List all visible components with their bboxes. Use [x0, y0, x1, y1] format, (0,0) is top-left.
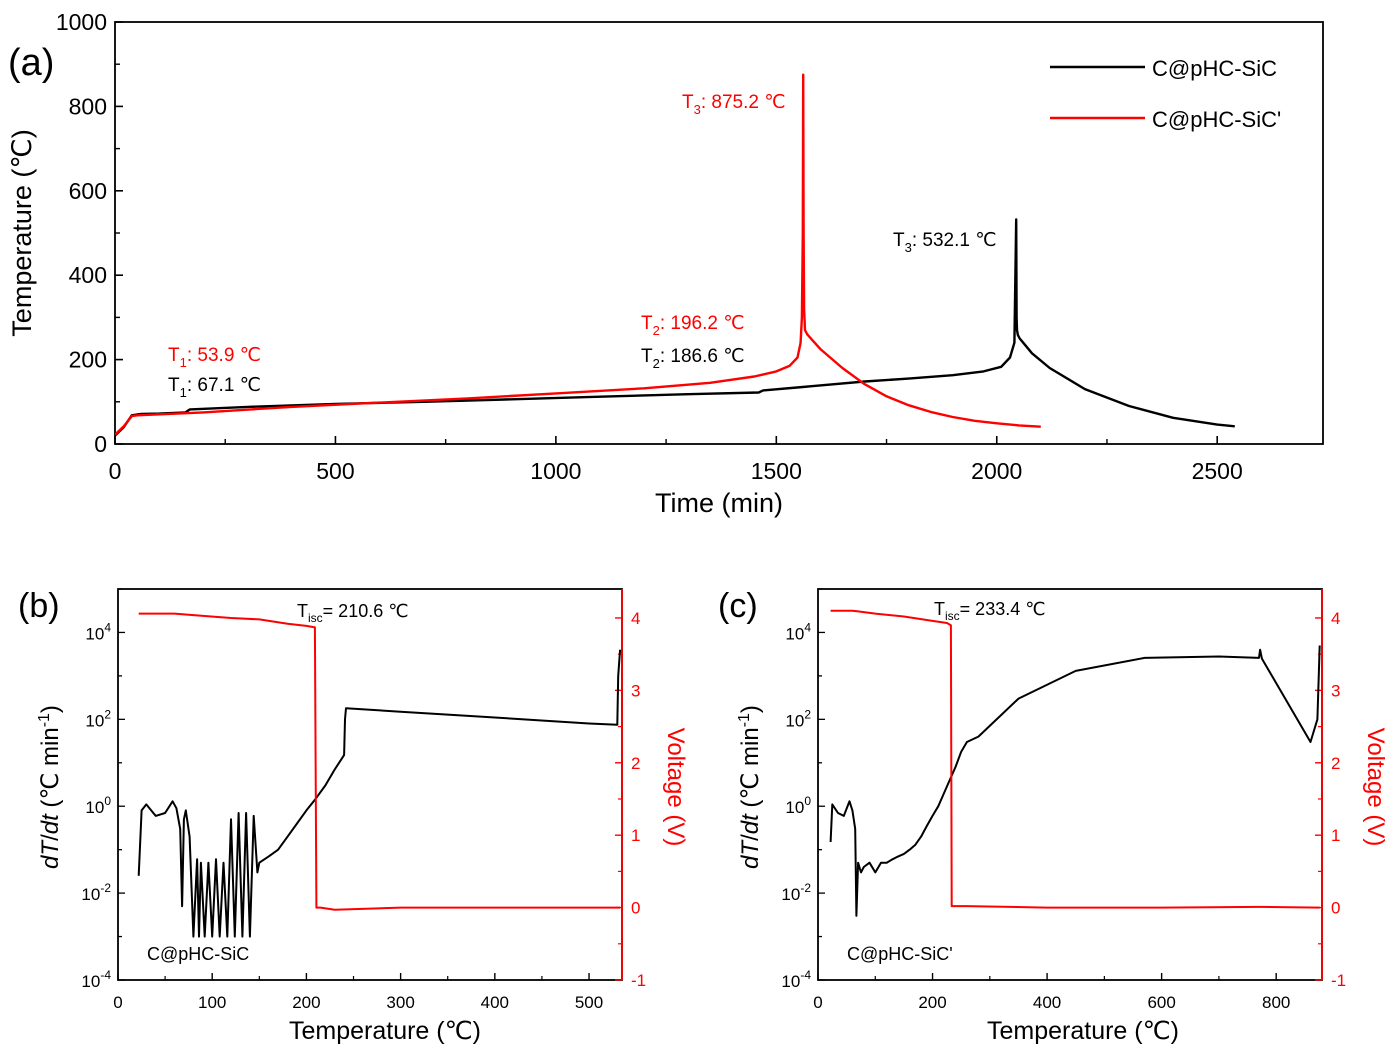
panel-a-y-axis-label: Temperature (℃): [7, 129, 37, 336]
panel-c-x-axis-label: Temperature (℃): [987, 1017, 1179, 1045]
c-x-tick-label: 0: [813, 993, 822, 1012]
b-left-tick-label: 10-2: [81, 881, 111, 904]
b-x-tick-label: 0: [113, 993, 122, 1012]
annotation-t3-red: T3: 875.2 ℃: [682, 92, 786, 117]
panel-b-right-y-ticks: -1 0 1 2 3 4: [615, 609, 646, 990]
legend-label-series-1: C@pHC-SiC: [1152, 56, 1277, 81]
c-x-tick-label: 800: [1262, 993, 1290, 1012]
panel-a-y-ticks: 0 200 400 600 800 1000: [56, 9, 123, 457]
a-y-tick-label: 0: [94, 431, 107, 457]
c-x-tick-label: 200: [918, 993, 946, 1012]
panel-b-sample-label: C@pHC-SiC: [147, 944, 249, 964]
c-right-tick-label: 3: [1331, 681, 1340, 700]
c-dtdt-line: [829, 645, 1321, 917]
panel-b-x-ticks: 0 100 200 300 400 500: [113, 973, 603, 1012]
panel-b-tisc-annotation: Tisc= 210.6 ℃: [297, 601, 408, 625]
c-right-tick-label: 1: [1331, 826, 1340, 845]
annotation-t3-black: T3: 532.1 ℃: [893, 230, 997, 255]
c-x-tick-label: 400: [1033, 993, 1061, 1012]
a-series-1-line: [115, 218, 1235, 437]
b-x-tick-label: 200: [292, 993, 320, 1012]
a-x-tick-label: 1500: [751, 458, 802, 484]
panel-c: (c) 0 200 400 600 800 10-4 10-2 100 102 104 -1 0 1…: [718, 587, 1385, 1045]
panel-c-tisc-annotation: Tisc= 233.4 ℃: [934, 599, 1045, 623]
legend-label-series-2: C@pHC-SiC': [1152, 107, 1281, 132]
a-x-tick-label: 2000: [971, 458, 1022, 484]
c-left-tick-label: 10-4: [781, 968, 811, 991]
panel-c-series: [829, 609, 1321, 917]
annotation-t1-black: T1: 67.1 ℃: [168, 375, 261, 400]
a-y-tick-label: 800: [69, 93, 107, 119]
b-voltage-line: [138, 612, 621, 911]
c-x-tick-label: 600: [1147, 993, 1175, 1012]
c-right-tick-label: 2: [1331, 754, 1340, 773]
b-x-tick-label: 500: [575, 993, 603, 1012]
panel-b-series: [137, 612, 622, 938]
a-x-tick-label: 500: [316, 458, 354, 484]
panel-a-annotations: T3: 875.2 ℃ T3: 532.1 ℃ T2: 196.2 ℃ T2: …: [168, 92, 997, 400]
panel-a-legend: C@pHC-SiC C@pHC-SiC': [1050, 56, 1281, 132]
panel-b-left-y-ticks: 10-4 10-2 100 102 104: [81, 588, 125, 991]
c-right-tick-label: -1: [1331, 971, 1346, 990]
panel-c-sample-label: C@pHC-SiC': [847, 944, 953, 964]
panel-c-label: (c): [718, 587, 758, 625]
b-right-tick-label: 2: [631, 754, 640, 773]
b-x-tick-label: 100: [198, 993, 226, 1012]
panel-c-right-y-ticks: -1 0 1 2 3 4: [1315, 609, 1346, 990]
c-left-tick-label: 102: [785, 707, 811, 730]
panel-a-x-axis-label: Time (min): [655, 488, 783, 518]
panel-a-x-ticks: 0 500 1000 1500 2000 2500: [109, 436, 1243, 484]
a-series-2-line: [115, 73, 1041, 436]
annotation-t2-red: T2: 196.2 ℃: [641, 313, 745, 338]
panel-b-left-y-axis-label: dT/dt (℃ min-1): [36, 705, 64, 869]
panel-c-x-ticks: 0 200 400 600 800: [813, 973, 1290, 1012]
panel-a-label: (a): [8, 42, 54, 84]
panel-a: (a) 0 500 1000 1500 2000 2500 0 200 400 600 800 10…: [7, 9, 1324, 518]
panel-a-series: [115, 73, 1235, 437]
a-x-tick-label: 2500: [1192, 458, 1243, 484]
panel-c-left-y-axis-label: dT/dt (℃ min-1): [736, 705, 764, 869]
panel-c-right-y-axis-label: Voltage (V): [1362, 728, 1385, 847]
b-right-tick-label: 3: [631, 681, 640, 700]
b-right-tick-label: -1: [631, 971, 646, 990]
panel-b-x-axis-label: Temperature (℃): [289, 1017, 481, 1045]
a-y-tick-label: 1000: [56, 9, 107, 35]
b-dtdt-line: [137, 649, 622, 938]
b-right-tick-label: 4: [631, 609, 640, 628]
panel-b-right-y-axis-label: Voltage (V): [662, 728, 689, 847]
annotation-t2-black: T2: 186.6 ℃: [641, 346, 745, 371]
b-x-tick-label: 400: [481, 993, 509, 1012]
annotation-t1-red: T1: 53.9 ℃: [168, 345, 261, 370]
b-left-tick-label: 100: [85, 794, 111, 817]
b-x-tick-label: 300: [386, 993, 414, 1012]
a-y-tick-label: 400: [69, 262, 107, 288]
a-y-tick-label: 200: [69, 347, 107, 373]
b-right-tick-label: 1: [631, 826, 640, 845]
c-left-tick-label: 104: [785, 620, 811, 643]
panel-c-frame: [817, 588, 1323, 981]
c-left-tick-label: 100: [785, 794, 811, 817]
c-right-tick-label: 4: [1331, 609, 1340, 628]
b-right-tick-label: 0: [631, 899, 640, 918]
c-voltage-line: [830, 609, 1320, 909]
a-y-tick-label: 600: [69, 178, 107, 204]
b-left-tick-label: 102: [85, 707, 111, 730]
a-x-tick-label: 1000: [530, 458, 581, 484]
panel-b-label: (b): [18, 587, 60, 625]
b-left-tick-label: 104: [85, 620, 111, 643]
a-x-tick-label: 0: [109, 458, 122, 484]
panel-c-left-y-ticks: 10-4 10-2 100 102 104: [781, 588, 825, 991]
c-right-tick-label: 0: [1331, 899, 1340, 918]
b-left-tick-label: 10-4: [81, 968, 111, 991]
c-left-tick-label: 10-2: [781, 881, 811, 904]
